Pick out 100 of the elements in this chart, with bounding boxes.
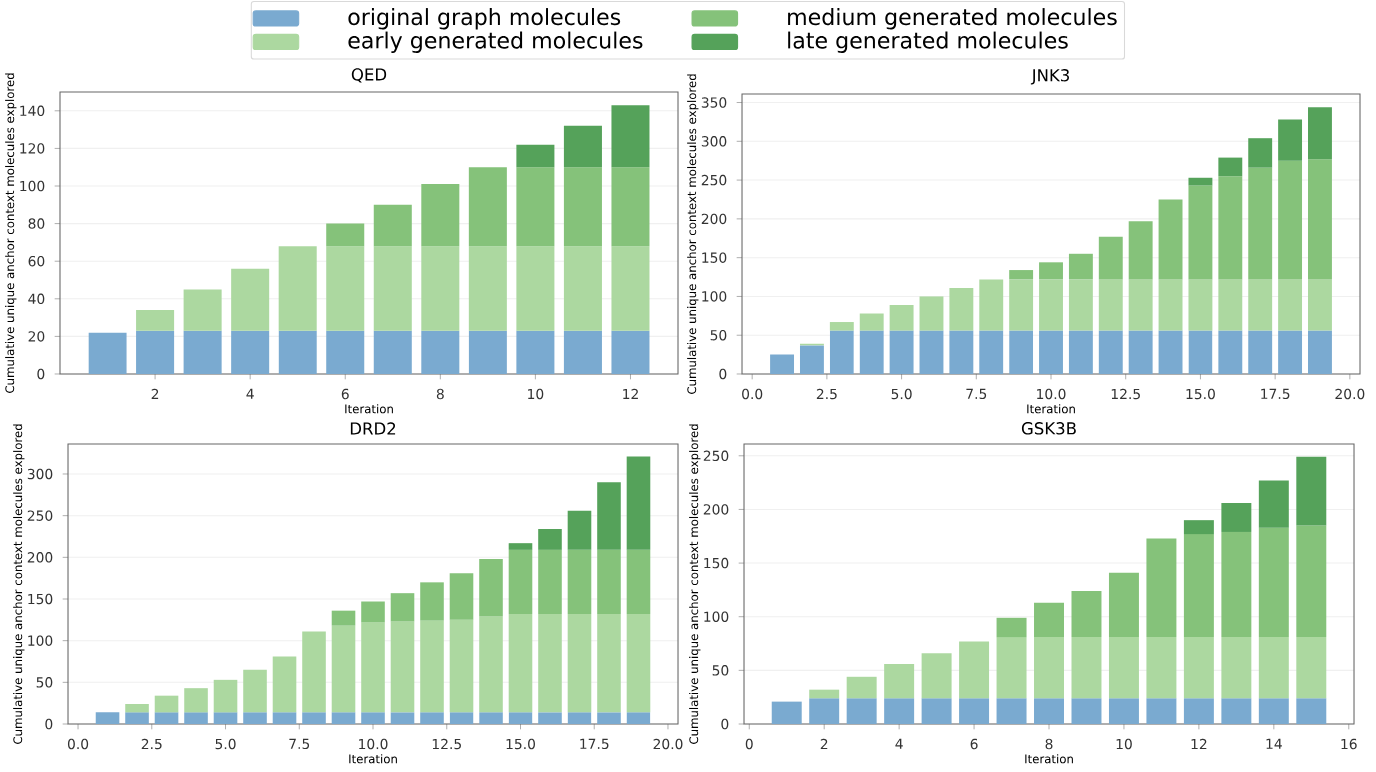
- bar: [1188, 279, 1213, 331]
- bar: [1258, 637, 1289, 699]
- bar: [626, 614, 651, 713]
- bar: [1128, 221, 1153, 280]
- bar: [959, 641, 990, 699]
- bar: [1218, 176, 1243, 280]
- bar: [1128, 330, 1153, 374]
- bar: [611, 246, 650, 331]
- bar: [278, 330, 317, 374]
- bar: [1218, 157, 1243, 177]
- bar: [1188, 177, 1213, 186]
- bar: [1296, 698, 1327, 724]
- bar: [1308, 279, 1332, 331]
- bar: [468, 246, 507, 331]
- bar: [1039, 262, 1063, 280]
- bar: [184, 688, 208, 713]
- bar: [1221, 503, 1252, 532]
- bar: [996, 617, 1027, 638]
- bar: [373, 246, 412, 331]
- bar: [231, 330, 270, 374]
- bar: [1248, 138, 1273, 168]
- chart-title: QED: [351, 68, 387, 83]
- bar: [136, 310, 175, 331]
- bar: [1071, 590, 1102, 638]
- bar: [125, 712, 149, 724]
- bar: [1098, 330, 1123, 374]
- bar: [809, 698, 840, 724]
- bar: [959, 698, 990, 724]
- bar: [611, 167, 650, 247]
- bar: [1039, 279, 1063, 331]
- bar: [213, 712, 238, 724]
- bar: [1128, 279, 1153, 331]
- bar: [921, 653, 952, 699]
- bar: [183, 289, 222, 331]
- bar: [243, 669, 267, 713]
- bar: [421, 184, 460, 247]
- bar: [1278, 119, 1303, 161]
- bar: [1009, 279, 1034, 331]
- bar: [1068, 330, 1093, 374]
- bar: [508, 543, 533, 550]
- bar: [1158, 279, 1183, 331]
- bar: [1183, 637, 1214, 699]
- bar: [331, 625, 356, 713]
- bar: [626, 712, 651, 724]
- bar: [326, 246, 365, 331]
- bar: [1146, 538, 1177, 638]
- bar: [538, 529, 562, 550]
- bar: [979, 330, 1004, 374]
- bar: [421, 330, 460, 374]
- bar: [183, 330, 222, 374]
- bar: [949, 287, 974, 331]
- bar: [884, 663, 915, 699]
- bar: [1158, 330, 1183, 374]
- bar: [1221, 698, 1252, 724]
- bar: [1071, 637, 1102, 699]
- bar: [919, 330, 944, 374]
- bar: [326, 223, 365, 247]
- bar: [626, 549, 651, 614]
- bar: [516, 144, 555, 168]
- bar: [95, 712, 120, 724]
- bar: [1258, 480, 1289, 528]
- bar: [331, 712, 356, 724]
- bar: [516, 167, 555, 247]
- bar: [1188, 185, 1213, 280]
- bar: [771, 701, 802, 724]
- bar: [563, 330, 602, 374]
- bar: [508, 712, 533, 724]
- bar: [231, 268, 270, 331]
- bar: [361, 712, 385, 724]
- bar: [770, 354, 795, 374]
- chart-title: DRD2: [350, 422, 396, 435]
- bar: [449, 712, 474, 724]
- chart-title: JNK3: [1030, 69, 1069, 85]
- bar: [846, 698, 877, 724]
- bar: [1248, 279, 1273, 331]
- bar: [1308, 330, 1332, 374]
- bar: [949, 330, 974, 374]
- bar: [1248, 330, 1273, 374]
- bar: [88, 332, 127, 374]
- bar: [1183, 698, 1214, 724]
- bar: [361, 622, 385, 713]
- bar: [1034, 637, 1064, 699]
- bar: [272, 712, 297, 724]
- bar: [154, 695, 179, 713]
- bar: [919, 296, 944, 331]
- bar: [889, 304, 914, 331]
- bar: [996, 698, 1027, 724]
- bar: [125, 704, 149, 713]
- bar: [213, 679, 238, 713]
- bar: [331, 610, 356, 626]
- bar: [1278, 279, 1303, 331]
- bar: [1108, 637, 1139, 699]
- bar: [567, 510, 592, 550]
- bar: [1158, 199, 1183, 280]
- legend-label: original graph molecules: [348, 8, 621, 30]
- bar: [1258, 527, 1289, 638]
- bar: [1296, 456, 1327, 526]
- bar: [1098, 279, 1123, 331]
- bar: [243, 712, 267, 724]
- bar: [1009, 270, 1034, 280]
